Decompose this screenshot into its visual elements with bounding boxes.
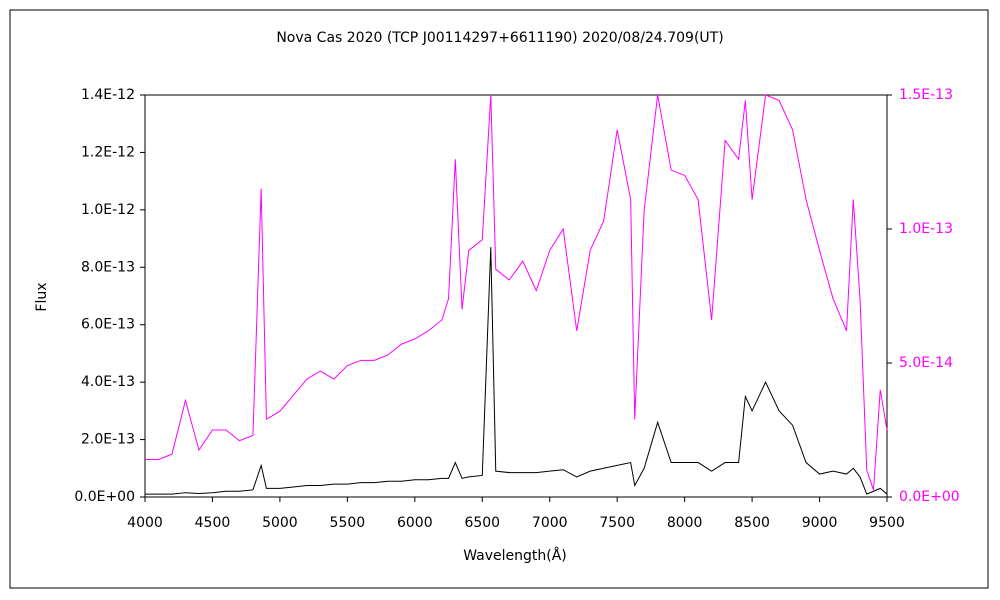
x-tick-label: 5500: [330, 515, 366, 531]
x-tick-label: 9500: [869, 515, 905, 531]
x-tick-label: 5000: [262, 515, 298, 531]
x-tick-label: 9000: [802, 515, 838, 531]
x-tick-label: 6500: [464, 515, 500, 531]
y2-tick-label: 5.0E-14: [899, 355, 953, 371]
x-axis-label: Wavelength(Å): [463, 547, 567, 564]
plot-area: [144, 94, 888, 498]
series-line: [145, 94, 888, 491]
y-tick-label: 1.4E-12: [81, 87, 135, 103]
x-tick-label: 6000: [397, 515, 433, 531]
chart-border: [9, 9, 989, 589]
y-tick-label: 2.0E-13: [81, 432, 135, 448]
x-tick-label: 8500: [734, 515, 770, 531]
y-axis-label: Flux: [34, 282, 50, 311]
y2-tick-label: 1.0E-13: [899, 221, 953, 237]
y-tick-label: 8.0E-13: [81, 259, 135, 275]
x-tick-label: 4500: [195, 515, 231, 531]
y-tick-label: 1.0E-12: [81, 202, 135, 218]
y-tick-label: 1.2E-12: [81, 144, 135, 160]
chart-title: Nova Cas 2020 (TCP J00114297+6611190) 20…: [276, 30, 723, 46]
x-tick-label: 7000: [532, 515, 568, 531]
series-line: [145, 247, 888, 495]
y2-tick-label: 1.5E-13: [899, 87, 953, 103]
y-tick-label: 4.0E-13: [81, 374, 135, 390]
y-tick-label: 6.0E-13: [81, 317, 135, 333]
x-tick-label: 4000: [127, 515, 163, 531]
x-tick-label: 7500: [599, 515, 635, 531]
y-tick-label: 0.0E+00: [74, 489, 135, 505]
x-tick-label: 8000: [667, 515, 703, 531]
y2-tick-label: 0.0E+00: [899, 489, 960, 505]
